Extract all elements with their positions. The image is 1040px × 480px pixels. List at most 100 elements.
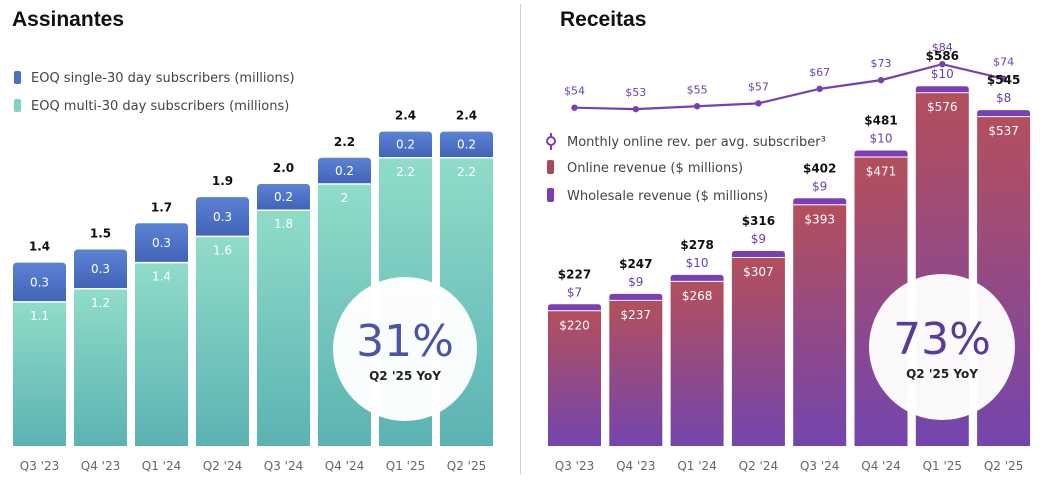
bar-online-revenue — [793, 205, 847, 446]
legend-label-line: Monthly online rev. per avg. subscriber³ — [567, 135, 826, 150]
line-monthly-rev-per-subscriber — [574, 63, 1004, 111]
legend-swatch-online — [547, 160, 554, 174]
line-point — [755, 100, 762, 107]
total-label: 1.9 — [212, 174, 233, 188]
data-label-single: 0.3 — [91, 262, 110, 276]
total-label: 2.4 — [395, 109, 416, 123]
line-point — [816, 85, 823, 93]
total-label: $545 — [987, 73, 1020, 87]
x-tick-label: Q1 '24 — [142, 459, 181, 473]
data-label-online: $537 — [988, 124, 1019, 138]
line-point-label: $55 — [687, 83, 708, 96]
data-label-wholesale: $9 — [751, 232, 766, 246]
yoy-callout-label: Q2 '25 YoY — [369, 369, 441, 383]
bar-single-subscribers — [257, 184, 310, 211]
data-label-wholesale: $9 — [812, 179, 827, 193]
line-point-label: $67 — [809, 66, 830, 79]
data-label-wholesale: $10 — [931, 67, 954, 81]
bar-online-revenue — [670, 281, 724, 446]
total-label: $227 — [558, 267, 591, 281]
subscribers-chart-title: Assinantes — [12, 8, 125, 31]
x-tick-label: Q2 '24 — [739, 459, 778, 473]
data-label-wholesale: $7 — [567, 285, 582, 299]
bar-wholesale-revenue — [670, 274, 724, 281]
data-label-multi: 2.2 — [396, 165, 415, 179]
bar-wholesale-revenue — [548, 304, 601, 311]
data-label-online: $471 — [866, 165, 897, 179]
data-label-wholesale: $8 — [996, 91, 1011, 105]
bar-multi-subscribers — [257, 210, 310, 446]
x-tick-label: Q3 '23 — [555, 459, 594, 473]
line-point-label: $54 — [564, 85, 585, 98]
data-label-wholesale: $9 — [628, 275, 643, 289]
bar-multi-subscribers — [13, 301, 66, 446]
bar-single-subscribers — [318, 157, 371, 184]
data-label-single: 0.2 — [457, 138, 476, 152]
yoy-callout-circle — [333, 277, 477, 421]
x-tick-label: Q4 '23 — [616, 459, 655, 473]
data-label-single: 0.2 — [274, 190, 293, 204]
data-label-online: $576 — [927, 100, 958, 114]
line-point — [571, 104, 578, 111]
yoy-callout-value: 31% — [356, 316, 454, 367]
bar-wholesale-revenue — [609, 293, 663, 300]
bar-wholesale-revenue — [731, 250, 785, 257]
bar-single-subscribers — [135, 223, 188, 263]
yoy-callout-value: 73% — [893, 314, 991, 365]
line-point — [632, 105, 639, 113]
line-point-label: $74 — [993, 56, 1014, 69]
data-label-multi: 2.2 — [457, 165, 476, 179]
total-label: 2.0 — [273, 161, 294, 175]
total-label: 1.7 — [151, 200, 172, 214]
bar-wholesale-revenue — [915, 86, 969, 93]
x-tick-label: Q4 '24 — [325, 459, 364, 473]
x-tick-label: Q3 '23 — [20, 459, 59, 473]
data-label-online: $237 — [621, 308, 652, 322]
x-tick-label: Q1 '25 — [923, 459, 962, 473]
legend-line-marker — [546, 136, 556, 146]
total-label: 1.4 — [29, 240, 50, 254]
bar-online-revenue — [731, 257, 785, 446]
data-label-single: 0.3 — [30, 275, 49, 289]
x-tick-label: Q4 '23 — [81, 459, 120, 473]
revenue-chart-title: Receitas — [560, 8, 647, 31]
x-tick-label: Q2 '25 — [984, 459, 1023, 473]
x-tick-label: Q2 '25 — [447, 459, 486, 473]
total-label: 2.4 — [456, 109, 477, 123]
legend-label-multi: EOQ multi-30 day subscribers (millions) — [31, 99, 289, 114]
total-label: $316 — [742, 214, 775, 228]
data-label-online: $220 — [559, 318, 590, 332]
total-label: 2.2 — [334, 135, 355, 149]
total-label: $247 — [619, 257, 652, 271]
yoy-callout-label: Q2 '25 YoY — [906, 367, 978, 381]
data-label-multi: 1.8 — [274, 217, 293, 231]
bar-online-revenue — [548, 311, 601, 446]
line-point-label: $84 — [932, 41, 953, 54]
data-label-single: 0.2 — [335, 164, 354, 178]
x-tick-label: Q1 '25 — [386, 459, 425, 473]
bar-single-subscribers — [379, 131, 432, 158]
data-label-multi: 1.2 — [91, 296, 110, 310]
line-point-label: $53 — [625, 86, 646, 99]
legend-swatch-multi — [14, 99, 21, 112]
bar-online-revenue — [609, 300, 663, 446]
bar-multi-subscribers — [74, 288, 127, 446]
line-point-label: $73 — [871, 57, 892, 70]
line-point — [939, 60, 946, 68]
bar-multi-subscribers — [196, 236, 249, 446]
data-label-wholesale: $10 — [686, 256, 709, 270]
data-label-multi: 1.6 — [213, 243, 232, 257]
data-label-online: $307 — [743, 265, 774, 279]
line-point — [1000, 75, 1007, 82]
data-label-multi: 1.1 — [30, 309, 49, 323]
total-label: $278 — [680, 238, 713, 252]
total-label: $402 — [803, 161, 836, 175]
line-point-label: $57 — [748, 80, 769, 93]
bar-wholesale-revenue — [854, 150, 908, 157]
yoy-callout-circle — [869, 274, 1015, 420]
x-tick-label: Q1 '24 — [677, 459, 716, 473]
panel-divider — [520, 4, 521, 474]
bar-wholesale-revenue — [977, 110, 1031, 117]
legend-swatch-single — [14, 71, 21, 84]
